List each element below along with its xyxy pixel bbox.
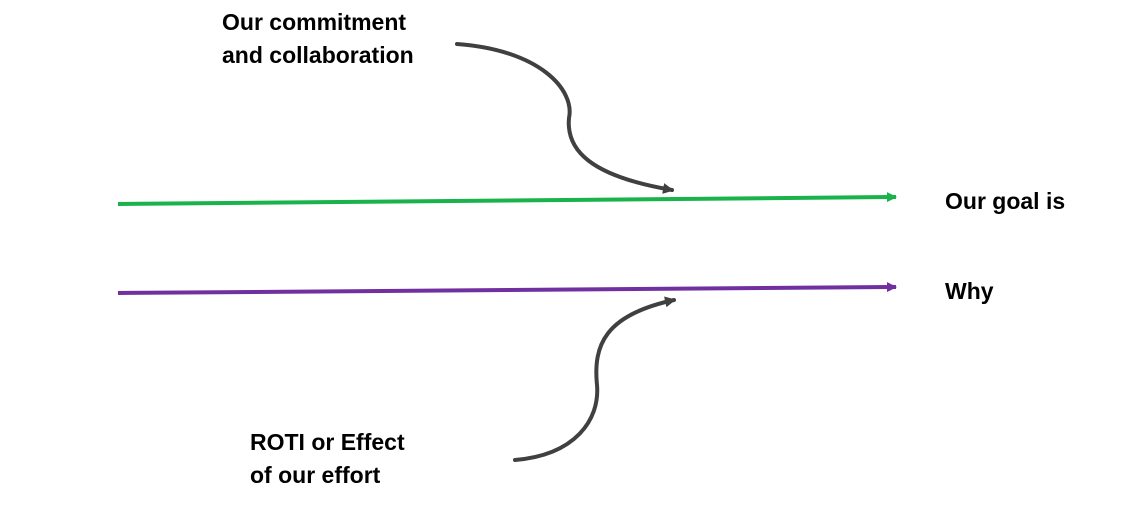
goal-arrow: [117, 192, 897, 206]
commitment-label-line-2: and collaboration: [222, 42, 414, 68]
why-arrow: [117, 282, 897, 295]
why-label: Why: [945, 278, 994, 304]
commitment-connector-arrow: [455, 42, 674, 194]
roti-label-line-2: of our effort: [250, 462, 381, 488]
commitment-label: Our commitment and collaboration: [222, 6, 414, 72]
goal-label: Our goal is: [945, 188, 1066, 214]
roti-label-line-1: ROTI or Effect: [250, 429, 405, 455]
commitment-label-line-1: Our commitment: [222, 9, 407, 35]
roti-connector-arrow: [513, 296, 676, 462]
roti-label: ROTI or Effect of our effort: [250, 426, 405, 492]
